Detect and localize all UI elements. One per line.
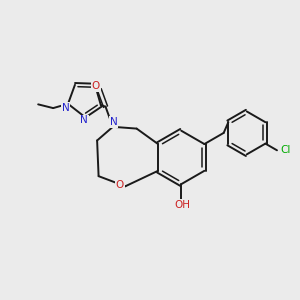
Text: N: N	[80, 116, 88, 125]
Text: O: O	[92, 81, 100, 91]
Text: N: N	[110, 117, 117, 127]
Text: N: N	[62, 103, 70, 113]
Text: Cl: Cl	[280, 145, 290, 155]
Text: OH: OH	[175, 200, 191, 210]
Text: O: O	[116, 180, 124, 190]
